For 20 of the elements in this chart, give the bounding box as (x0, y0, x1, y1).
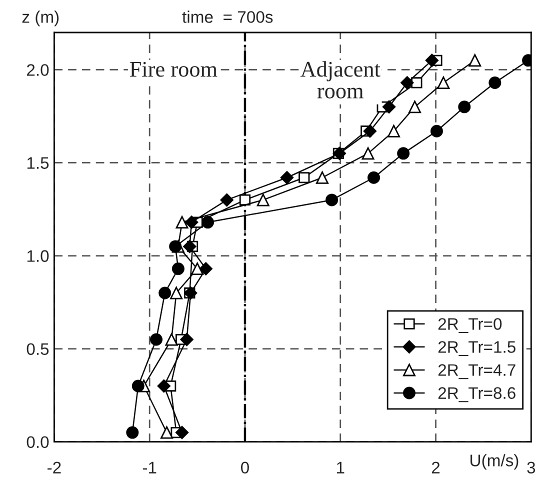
y-tick-label: 1.5 (27, 157, 49, 169)
x-tick-label: 1 (337, 462, 344, 474)
y-tick-label: 2.0 (27, 64, 49, 76)
chart-title: time = 700s (182, 10, 273, 23)
x-tick-label: 3 (527, 462, 536, 474)
x-axis-title: U(m/s) (470, 454, 518, 470)
legend-label: 2R_Tr=4.7 (438, 364, 516, 380)
y-tick-label: 0.0 (26, 436, 49, 448)
x-tick-label: -1 (142, 462, 156, 474)
legend-label: 2R_Tr=8.6 (438, 387, 516, 402)
legend-label: 2R_Tr=0 (438, 318, 502, 334)
y-tick-label: 1.0 (27, 250, 49, 262)
legend-label: 2R_Tr=1.5 (438, 341, 516, 356)
x-tick-label: -2 (48, 462, 61, 474)
y-tick-label: 0.5 (26, 343, 49, 356)
annotation: Adjacent room (300, 61, 380, 98)
x-tick-label: 0 (241, 462, 249, 474)
y-axis-title: z (m) (22, 10, 59, 26)
x-tick-label: 2 (432, 462, 440, 474)
annotation: Fire room (130, 62, 218, 77)
